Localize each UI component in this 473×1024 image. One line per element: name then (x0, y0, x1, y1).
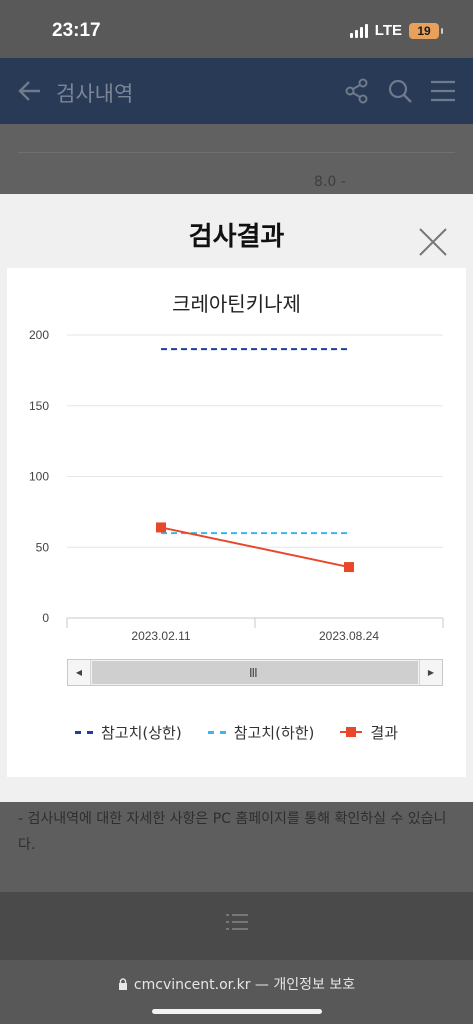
page-title: 검사내역 (56, 82, 134, 106)
legend-upper-reference[interactable]: 참고치(상한) (74, 720, 182, 744)
arrow-left-icon[interactable] (16, 77, 44, 105)
modal-title: 검사결과 (188, 222, 285, 252)
dashed-line-icon (74, 730, 93, 734)
data-point-marker (344, 562, 354, 573)
share-icon[interactable] (343, 77, 371, 105)
legend-label: 참고치(상한) (100, 723, 182, 742)
scrollbar-grip: III (249, 666, 258, 680)
home-indicator[interactable] (152, 1009, 322, 1014)
y-tick-label: 0 (42, 611, 49, 625)
result-modal: 검사결과 크레아틴키나제 0 50 100 150 200 2023.02.11 2023.… (0, 194, 473, 802)
y-tick-label: 200 (29, 328, 49, 342)
data-point-marker (156, 522, 166, 533)
url-display[interactable]: cmcvincent.or.kr — 개인정보 보호 (0, 974, 473, 994)
browser-address-bar[interactable]: cmcvincent.or.kr — 개인정보 보호 (0, 960, 473, 1024)
line-chart: 0 50 100 150 200 2023.02.11 2023.08.24 (29, 328, 444, 643)
chart-scrollbar[interactable]: ◀ III ▶ (67, 659, 443, 686)
y-tick-label: 50 (36, 540, 50, 554)
background-list: 8.0 - (0, 124, 473, 194)
x-tick-label: 2023.08.24 (319, 629, 379, 643)
scroll-left-icon[interactable]: ◀ (68, 660, 91, 685)
list-menu-icon[interactable] (226, 912, 248, 932)
scroll-right-icon[interactable]: ▶ (419, 660, 442, 685)
chart-card: 크레아틴키나제 0 50 100 150 200 2023.02.11 2023.08.24… (7, 268, 466, 777)
legend-result[interactable]: 결과 (340, 720, 398, 744)
square-marker-icon (340, 726, 363, 738)
status-indicators: LTE 19 (349, 22, 443, 39)
chart-title: 크레아틴키나제 (172, 292, 301, 316)
y-tick-label: 100 (29, 470, 49, 484)
dashed-line-icon (207, 730, 226, 734)
url-text: cmcvincent.or.kr — 개인정보 보호 (133, 977, 356, 993)
footer-bar (0, 892, 473, 960)
chart-legend: 참고치(상한) 참고치(하한) 결과 (7, 720, 466, 744)
legend-lower-reference[interactable]: 참고치(하한) (207, 720, 315, 744)
status-bar: 23:17 LTE 19 (0, 0, 473, 58)
series-line-2 (160, 526, 350, 569)
signal-icon (349, 23, 368, 38)
legend-label: 결과 (370, 723, 399, 742)
close-icon[interactable] (417, 226, 449, 258)
y-tick-label: 150 (29, 399, 49, 413)
scrollbar-thumb[interactable]: III (92, 661, 418, 684)
x-tick-label: 2023.02.11 (131, 629, 190, 643)
background-reference-value: 8.0 - (314, 174, 346, 190)
legend-label: 참고치(하한) (233, 723, 315, 742)
notice-text: - 검사내역에 대한 자세한 사항은 PC 홈페이지를 통해 확인하실 수 있습… (0, 802, 473, 892)
lock-icon (118, 978, 127, 990)
row-divider (18, 152, 455, 153)
search-icon[interactable] (386, 77, 414, 105)
menu-icon[interactable] (429, 77, 457, 105)
app-header: 검사내역 (0, 58, 473, 124)
status-time: 23:17 (52, 20, 101, 41)
battery-icon: 19 (409, 22, 443, 39)
network-type: LTE (374, 22, 402, 39)
